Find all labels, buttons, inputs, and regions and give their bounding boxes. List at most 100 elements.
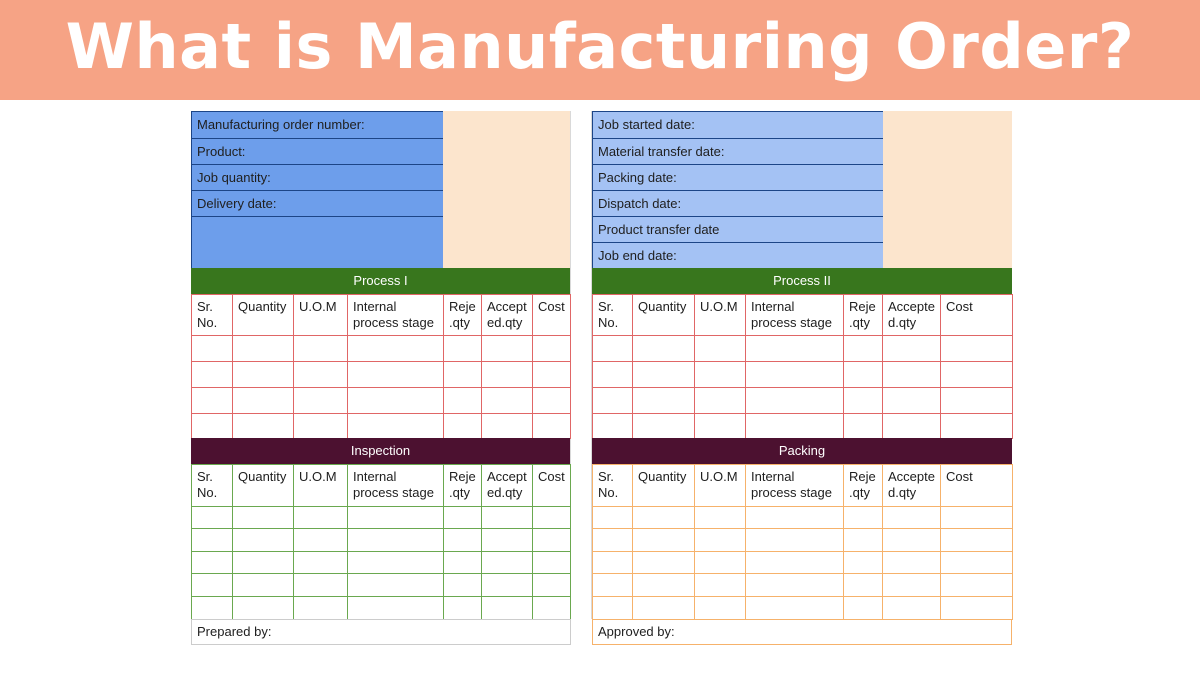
inspection-entry-cell[interactable] [191, 573, 233, 597]
packing-entry-cell[interactable] [632, 506, 695, 529]
packing-entry-cell[interactable] [592, 573, 633, 597]
inspection-entry-cell[interactable] [232, 573, 294, 597]
inspection-entry-cell[interactable] [481, 506, 533, 529]
packing-entry-cell[interactable] [592, 551, 633, 574]
process-1-entry-cell[interactable] [232, 361, 294, 388]
packing-entry-cell[interactable] [745, 596, 844, 620]
packing-entry-cell[interactable] [745, 506, 844, 529]
packing-entry-cell[interactable] [632, 551, 695, 574]
packing-entry-cell[interactable] [940, 528, 1013, 552]
inspection-entry-cell[interactable] [481, 573, 533, 597]
process-2-entry-cell[interactable] [632, 335, 695, 362]
packing-entry-cell[interactable] [882, 506, 941, 529]
inspection-entry-cell[interactable] [347, 573, 444, 597]
inspection-entry-cell[interactable] [191, 528, 233, 552]
process-2-entry-cell[interactable] [694, 361, 746, 388]
process-2-entry-cell[interactable] [882, 335, 941, 362]
packing-entry-cell[interactable] [694, 573, 746, 597]
process-2-entry-cell[interactable] [940, 335, 1013, 362]
process-1-entry-cell[interactable] [443, 387, 482, 414]
process-1-entry-cell[interactable] [293, 361, 348, 388]
inspection-entry-cell[interactable] [443, 596, 482, 620]
prepared-by-field[interactable]: Prepared by: [191, 619, 571, 645]
inspection-entry-cell[interactable] [293, 528, 348, 552]
inspection-entry-cell[interactable] [232, 551, 294, 574]
process-2-entry-cell[interactable] [694, 413, 746, 439]
packing-entry-cell[interactable] [694, 596, 746, 620]
inspection-entry-cell[interactable] [293, 596, 348, 620]
packing-entry-cell[interactable] [882, 551, 941, 574]
process-2-entry-cell[interactable] [843, 335, 883, 362]
inspection-entry-cell[interactable] [293, 506, 348, 529]
inspection-entry-cell[interactable] [347, 528, 444, 552]
inspection-entry-cell[interactable] [347, 506, 444, 529]
inspection-entry-cell[interactable] [532, 506, 571, 529]
packing-entry-cell[interactable] [592, 506, 633, 529]
process-2-entry-cell[interactable] [843, 413, 883, 439]
process-1-entry-cell[interactable] [293, 413, 348, 439]
packing-entry-cell[interactable] [632, 596, 695, 620]
inspection-entry-cell[interactable] [443, 573, 482, 597]
process-1-entry-cell[interactable] [443, 335, 482, 362]
left-info-value-area[interactable] [443, 111, 570, 268]
inspection-entry-cell[interactable] [191, 551, 233, 574]
packing-entry-cell[interactable] [843, 551, 883, 574]
inspection-entry-cell[interactable] [293, 551, 348, 574]
process-2-entry-cell[interactable] [745, 335, 844, 362]
process-2-entry-cell[interactable] [940, 361, 1013, 388]
inspection-entry-cell[interactable] [232, 596, 294, 620]
packing-entry-cell[interactable] [694, 528, 746, 552]
packing-entry-cell[interactable] [843, 528, 883, 552]
process-2-entry-cell[interactable] [592, 335, 633, 362]
inspection-entry-cell[interactable] [232, 506, 294, 529]
inspection-entry-cell[interactable] [191, 506, 233, 529]
process-1-entry-cell[interactable] [532, 361, 571, 388]
packing-entry-cell[interactable] [882, 573, 941, 597]
process-1-entry-cell[interactable] [293, 387, 348, 414]
process-1-entry-cell[interactable] [191, 335, 233, 362]
packing-entry-cell[interactable] [843, 506, 883, 529]
inspection-entry-cell[interactable] [481, 528, 533, 552]
inspection-entry-cell[interactable] [443, 551, 482, 574]
packing-entry-cell[interactable] [694, 506, 746, 529]
packing-entry-cell[interactable] [882, 528, 941, 552]
process-1-entry-cell[interactable] [532, 413, 571, 439]
inspection-entry-cell[interactable] [481, 551, 533, 574]
inspection-entry-cell[interactable] [443, 506, 482, 529]
process-2-entry-cell[interactable] [592, 361, 633, 388]
inspection-entry-cell[interactable] [347, 551, 444, 574]
process-1-entry-cell[interactable] [293, 335, 348, 362]
packing-entry-cell[interactable] [940, 506, 1013, 529]
inspection-entry-cell[interactable] [293, 573, 348, 597]
packing-entry-cell[interactable] [745, 573, 844, 597]
inspection-entry-cell[interactable] [532, 596, 571, 620]
process-1-entry-cell[interactable] [347, 413, 444, 439]
process-2-entry-cell[interactable] [745, 413, 844, 439]
process-1-entry-cell[interactable] [481, 335, 533, 362]
process-2-entry-cell[interactable] [592, 387, 633, 414]
packing-entry-cell[interactable] [745, 551, 844, 574]
inspection-entry-cell[interactable] [232, 528, 294, 552]
right-info-value-area[interactable] [883, 111, 1012, 268]
process-2-entry-cell[interactable] [694, 387, 746, 414]
inspection-entry-cell[interactable] [532, 551, 571, 574]
process-2-entry-cell[interactable] [882, 387, 941, 414]
process-2-entry-cell[interactable] [940, 387, 1013, 414]
process-1-entry-cell[interactable] [347, 361, 444, 388]
inspection-entry-cell[interactable] [191, 596, 233, 620]
inspection-entry-cell[interactable] [443, 528, 482, 552]
packing-entry-cell[interactable] [843, 573, 883, 597]
process-1-entry-cell[interactable] [191, 387, 233, 414]
process-2-entry-cell[interactable] [843, 361, 883, 388]
process-1-entry-cell[interactable] [232, 387, 294, 414]
process-2-entry-cell[interactable] [632, 387, 695, 414]
process-1-entry-cell[interactable] [443, 361, 482, 388]
process-1-entry-cell[interactable] [532, 387, 571, 414]
packing-entry-cell[interactable] [745, 528, 844, 552]
approved-by-field[interactable]: Approved by: [592, 619, 1012, 645]
packing-entry-cell[interactable] [882, 596, 941, 620]
packing-entry-cell[interactable] [940, 551, 1013, 574]
process-1-entry-cell[interactable] [532, 335, 571, 362]
packing-entry-cell[interactable] [940, 573, 1013, 597]
inspection-entry-cell[interactable] [347, 596, 444, 620]
